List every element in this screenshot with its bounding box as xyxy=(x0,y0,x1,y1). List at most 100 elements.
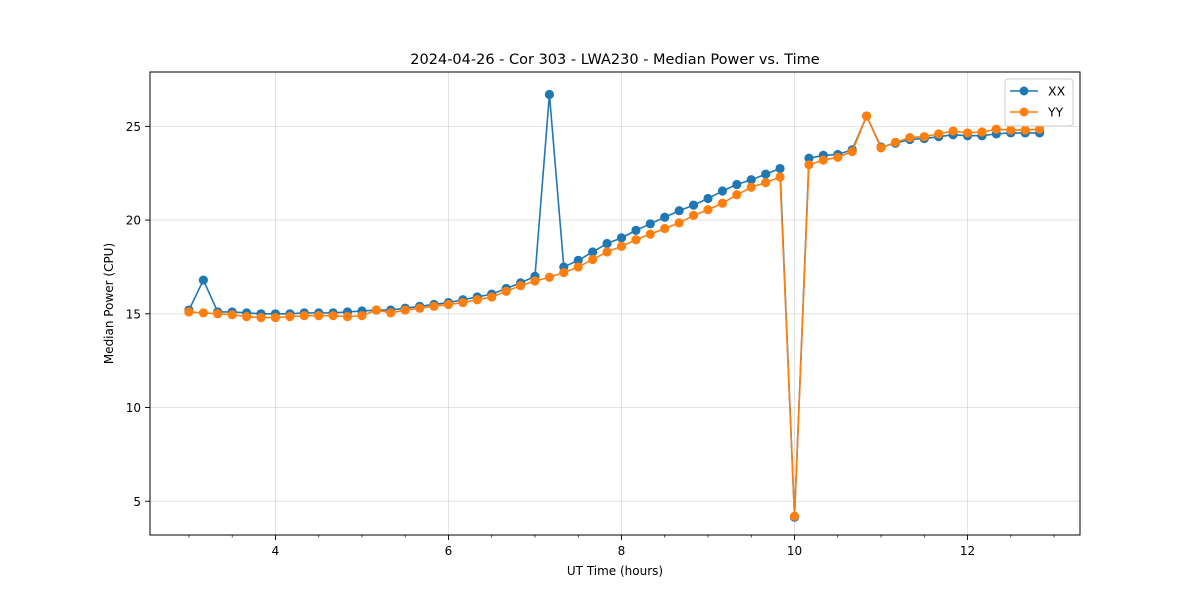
y-axis-ticks: 5 10 15 20 25 xyxy=(126,120,150,509)
data-point-yy xyxy=(1035,124,1045,134)
data-point-yy xyxy=(847,147,857,157)
y-tick-label: 10 xyxy=(126,401,141,415)
data-point-yy xyxy=(688,210,699,220)
x-axis-ticks: 4 6 8 10 12 xyxy=(188,535,1055,558)
data-point-yy xyxy=(1006,125,1016,135)
data-point-yy xyxy=(242,312,252,322)
data-point-xx xyxy=(746,175,756,185)
plot-area-frame xyxy=(149,71,1081,536)
chart-title: 2024-04-26 - Cor 303 - LWA230 - Median P… xyxy=(410,52,819,68)
legend-label-xx: XX xyxy=(1048,84,1066,99)
x-tick-label: 8 xyxy=(618,544,626,558)
data-point-yy xyxy=(256,312,266,323)
x-tick-label: 4 xyxy=(272,544,280,558)
data-point-yy xyxy=(905,133,915,143)
data-point-yy xyxy=(270,312,281,323)
x-tick-label: 6 xyxy=(445,544,453,558)
data-point-yy xyxy=(703,205,713,215)
data-point-yy xyxy=(314,311,324,321)
data-point-xx xyxy=(631,225,641,235)
data-point-yy xyxy=(977,127,987,137)
data-point-yy xyxy=(616,241,627,251)
data-point-yy xyxy=(962,128,973,138)
data-point-yy xyxy=(530,276,540,286)
data-point-xx xyxy=(732,179,742,190)
data-point-yy xyxy=(789,511,800,521)
data-point-xx xyxy=(804,153,814,163)
data-point-xx xyxy=(688,200,699,210)
data-point-xx xyxy=(588,247,598,257)
data-point-yy xyxy=(674,218,684,228)
data-point-yy xyxy=(746,182,756,192)
data-point-yy xyxy=(602,247,612,257)
data-point-yy xyxy=(429,301,439,311)
y-tick-label: 15 xyxy=(126,307,141,321)
x-tick-label: 12 xyxy=(960,544,975,558)
data-point-yy xyxy=(761,178,771,188)
data-point-xx xyxy=(573,255,583,265)
data-point-yy xyxy=(818,155,828,165)
data-point-yy xyxy=(573,262,583,272)
data-point-xx xyxy=(674,206,684,216)
data-point-xx xyxy=(602,238,612,249)
data-point-yy xyxy=(357,311,367,321)
data-point-yy xyxy=(948,126,958,136)
data-point-yy xyxy=(890,137,901,147)
data-point-yy xyxy=(198,308,208,318)
data-point-xx xyxy=(616,233,627,243)
data-point-yy xyxy=(515,281,526,291)
data-point-yy xyxy=(717,198,728,208)
data-point-yy xyxy=(213,309,223,319)
data-point-yy xyxy=(559,267,569,278)
data-point-xx xyxy=(660,212,670,222)
data-point-yy xyxy=(645,229,655,239)
series-yy xyxy=(184,111,1045,521)
legend-marker-yy xyxy=(1019,107,1029,117)
legend: XX YY xyxy=(1004,78,1074,127)
data-point-xx xyxy=(717,186,728,196)
legend-marker-xx xyxy=(1019,86,1029,96)
data-point-yy xyxy=(342,312,353,322)
data-point-yy xyxy=(732,190,742,200)
data-point-yy xyxy=(934,129,944,139)
data-point-yy xyxy=(285,312,295,322)
data-point-xx xyxy=(761,169,771,179)
data-point-yy xyxy=(472,295,482,305)
data-point-yy xyxy=(775,172,785,182)
data-point-yy xyxy=(415,303,425,313)
data-point-yy xyxy=(299,311,309,321)
data-point-yy xyxy=(371,305,381,315)
data-point-yy xyxy=(861,111,872,121)
data-point-xx xyxy=(544,89,555,100)
data-point-xx xyxy=(775,163,785,174)
data-point-yy xyxy=(804,160,814,170)
y-tick-label: 25 xyxy=(126,120,141,134)
data-point-yy xyxy=(501,286,511,296)
data-point-yy xyxy=(588,254,598,265)
y-tick-label: 5 xyxy=(133,495,141,509)
data-point-xx xyxy=(198,275,208,285)
x-tick-label: 10 xyxy=(787,544,802,558)
data-point-yy xyxy=(544,272,555,282)
legend-label-yy: YY xyxy=(1047,105,1064,120)
data-point-yy xyxy=(443,299,454,310)
data-point-yy xyxy=(631,235,641,245)
data-point-yy xyxy=(227,310,237,320)
data-point-yy xyxy=(991,124,1001,134)
y-axis-label: Median Power (CPU) xyxy=(102,243,116,364)
data-point-yy xyxy=(458,297,468,308)
data-point-yy xyxy=(386,308,396,318)
data-point-yy xyxy=(660,223,670,234)
data-point-xx xyxy=(703,193,713,204)
x-axis-label: UT Time (hours) xyxy=(567,564,663,578)
data-point-yy xyxy=(876,143,886,153)
data-point-yy xyxy=(487,292,497,302)
data-point-yy xyxy=(400,305,410,315)
data-point-yy xyxy=(1020,125,1030,135)
data-point-yy xyxy=(184,307,194,317)
y-tick-label: 20 xyxy=(126,214,141,228)
data-point-yy xyxy=(833,152,843,162)
data-point-yy xyxy=(919,132,929,142)
